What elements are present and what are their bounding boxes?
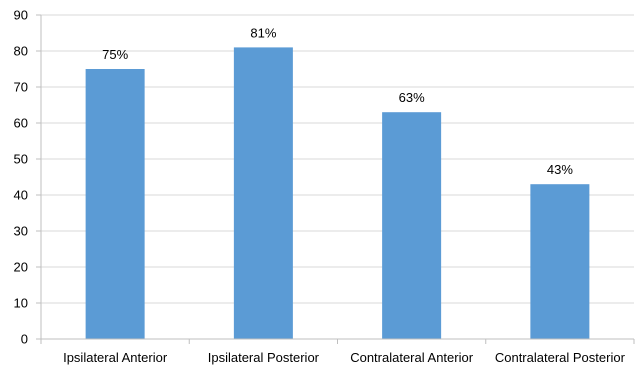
bar [382,112,442,339]
y-tick-label: 40 [14,188,28,203]
bar [530,184,590,339]
data-label: 43% [547,162,573,177]
data-label: 75% [102,47,128,62]
y-tick-label: 80 [14,44,28,59]
y-tick-label: 0 [21,332,28,347]
y-tick-label: 30 [14,224,28,239]
y-tick-label: 90 [14,8,28,23]
y-tick-label: 70 [14,80,28,95]
bar [85,69,145,339]
axes [36,14,635,344]
bar [233,47,293,340]
x-category-label: Contralateral Anterior [350,350,474,365]
y-tick-label: 60 [14,116,28,131]
data-label: 63% [399,90,425,105]
data-label: 81% [250,25,276,40]
y-tick-label: 20 [14,260,28,275]
y-tick-label: 50 [14,152,28,167]
x-category-label: Contralateral Posterior [495,350,626,365]
y-tick-label: 10 [14,296,28,311]
x-category-label: Ipsilateral Posterior [208,350,320,365]
x-category-label: Ipsilateral Anterior [63,350,168,365]
labels: 0 10 20 30 40 50 60 70 80 90 75% Ipsilateral Anteri… [14,8,626,366]
bars [85,47,590,340]
